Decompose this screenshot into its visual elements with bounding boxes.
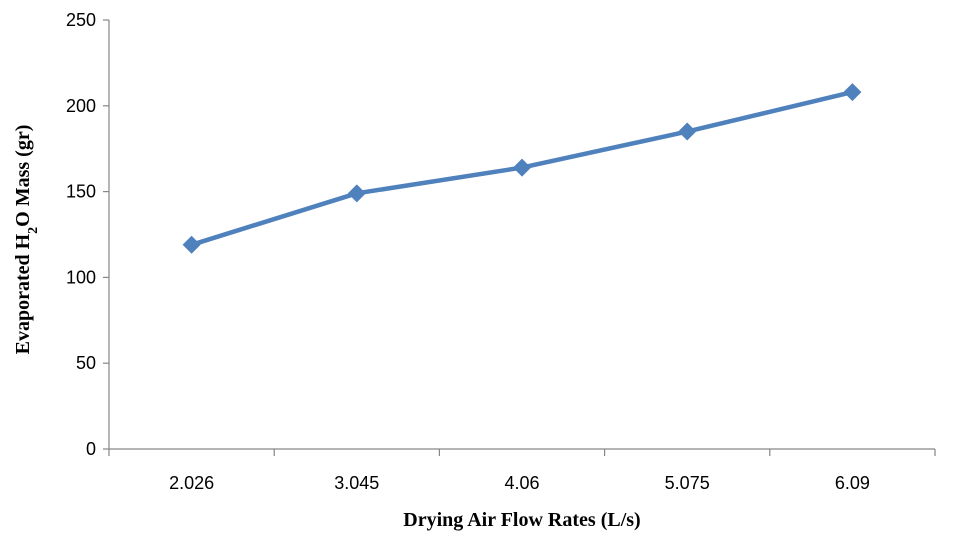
y-axis-title: Evaporated H2O Mass (gr)	[12, 125, 41, 355]
x-axis-ticks: 2.026 3.045 4.06 5.075 6.09	[108, 449, 936, 493]
y-axis-title-subscript: 2	[26, 227, 41, 234]
x-tick-label: 3.045	[334, 473, 379, 493]
y-tick-label: 250	[66, 10, 96, 30]
data-point-marker	[347, 184, 366, 203]
series-layer	[182, 83, 862, 254]
y-tick-label: 0	[86, 439, 96, 459]
y-axis-ticks: 0 50 100 150 200 250	[66, 10, 109, 459]
y-tick-label: 50	[76, 353, 96, 373]
x-tick-label: 4.06	[504, 473, 539, 493]
x-axis-title: Drying Air Flow Rates (L/s)	[403, 509, 640, 531]
y-tick-label: 150	[66, 182, 96, 202]
x-tick-label: 2.026	[169, 473, 214, 493]
x-tick-label: 5.075	[665, 473, 710, 493]
data-point-marker	[843, 83, 862, 102]
data-point-marker	[678, 122, 697, 141]
data-point-marker	[182, 235, 201, 254]
data-point-marker	[513, 158, 531, 177]
y-axis-title-prefix: Evaporated H	[12, 233, 34, 354]
y-tick-label: 100	[66, 267, 96, 287]
y-tick-label: 200	[66, 96, 96, 116]
y-axis-title-suffix: O Mass (gr)	[12, 125, 34, 227]
x-tick-label: 6.09	[835, 473, 870, 493]
